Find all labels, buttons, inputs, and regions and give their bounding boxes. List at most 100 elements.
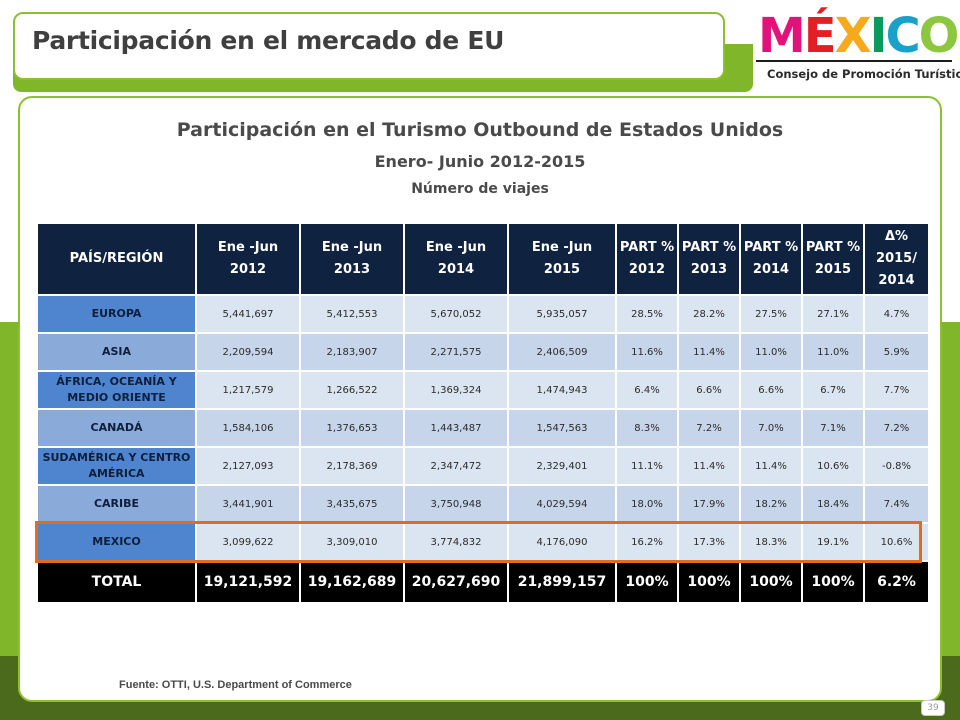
logo-letter: C: [885, 8, 920, 64]
table-cell: 10.6%: [865, 524, 928, 560]
logo-letter: M: [758, 8, 806, 64]
table-cell: 5.9%: [865, 334, 928, 370]
column-header-line: Ene -Jun: [321, 240, 383, 255]
row-label: MEXICO: [38, 524, 195, 560]
total-cell: 100%: [617, 562, 677, 602]
table-cell: 3,441,901: [197, 486, 299, 522]
table-cell: 17.9%: [679, 486, 739, 522]
table-period: Enero- Junio 2012-2015: [374, 152, 586, 171]
row-label-line: ASIA: [101, 345, 132, 358]
source-note: Fuente: OTTI, U.S. Department of Commerc…: [119, 679, 352, 691]
column-header: Ene -Jun 2012: [197, 224, 299, 294]
table-cell: 8.3%: [617, 410, 677, 446]
table-cell: 5,935,057: [509, 296, 615, 332]
table-cell: 5,441,697: [197, 296, 299, 332]
row-label-line: ÁFRICA, OCEANÍA Y: [56, 375, 177, 388]
total-cell: 100%: [803, 562, 863, 602]
logo-letter: I: [869, 8, 888, 64]
logo-letter: O: [918, 8, 960, 64]
column-header: PART % 2015: [803, 224, 863, 294]
table-cell: 28.2%: [679, 296, 739, 332]
row-label: ASIA: [38, 334, 195, 370]
table-cell: 11.0%: [741, 334, 801, 370]
row-label-line: MEXICO: [92, 535, 141, 548]
table-cell: 11.4%: [679, 334, 739, 370]
table-cell: 11.4%: [741, 448, 801, 484]
column-header-line: 2015: [814, 262, 852, 277]
table-header-row: PAÍS/REGIÓN Ene -Jun 2012 Ene -Jun 2013 Ene -…: [38, 224, 928, 294]
column-header: PART % 2014: [741, 224, 801, 294]
table-cell: 2,347,472: [405, 448, 507, 484]
column-header-line: 2013: [333, 262, 371, 277]
table-cell: 1,584,106: [197, 410, 299, 446]
table-row: MEXICO 3,099,622 3,309,010 3,774,832 4,176,0…: [38, 524, 928, 560]
total-cell: 6.2%: [865, 562, 928, 602]
column-header-line: PART %: [743, 240, 799, 255]
row-label: ÁFRICA, OCEANÍA Y MEDIO ORIENTE: [38, 372, 195, 408]
table-cell: 11.0%: [803, 334, 863, 370]
row-label: SUDAMÉRICA Y CENTRO AMÉRICA: [38, 448, 195, 484]
table-cell: 10.6%: [803, 448, 863, 484]
table-cell: 1,266,522: [301, 372, 403, 408]
table-cell: 18.4%: [803, 486, 863, 522]
column-header-line: PART %: [805, 240, 861, 255]
row-label-line: MEDIO ORIENTE: [67, 391, 166, 404]
mexico-logo: MÉXICO: [758, 8, 960, 64]
column-header: Ene -Jun 2015: [509, 224, 615, 294]
table-cell: 3,435,675: [301, 486, 403, 522]
logo-subtitle: Consejo de Promoción Turística: [767, 67, 960, 81]
column-header-line: Ene -Jun: [217, 240, 279, 255]
table-cell: 16.2%: [617, 524, 677, 560]
table-cell: 3,750,948: [405, 486, 507, 522]
column-header-line: 2012: [229, 262, 267, 277]
total-cell: 100%: [679, 562, 739, 602]
table-cell: 18.0%: [617, 486, 677, 522]
total-cell: 19,121,592: [197, 562, 299, 602]
row-label-line: EUROPA: [91, 307, 142, 320]
table-cell: -0.8%: [865, 448, 928, 484]
column-header-line: PAÍS/REGIÓN: [69, 251, 164, 266]
column-header-line: PART %: [619, 240, 675, 255]
table-cell: 5,412,553: [301, 296, 403, 332]
table-cell: 28.5%: [617, 296, 677, 332]
table-row: ASIA 2,209,594 2,183,907 2,271,575 2,406,509…: [38, 334, 928, 370]
table-cell: 4,029,594: [509, 486, 615, 522]
table-cell: 1,474,943: [509, 372, 615, 408]
table-cell: 2,209,594: [197, 334, 299, 370]
table-row: ÁFRICA, OCEANÍA Y MEDIO ORIENTE 1,217,579 1…: [38, 372, 928, 408]
table-cell: 18.3%: [741, 524, 801, 560]
table-unit: Número de viajes: [411, 181, 549, 197]
table-cell: 17.3%: [679, 524, 739, 560]
row-label-line: AMÉRICA: [88, 467, 145, 480]
column-header: PAÍS/REGIÓN: [38, 224, 195, 294]
column-header-line: Ene -Jun: [425, 240, 487, 255]
table-cell: 7.2%: [679, 410, 739, 446]
table-cell: 3,099,622: [197, 524, 299, 560]
table-cell: 3,774,832: [405, 524, 507, 560]
table-cell: 2,127,093: [197, 448, 299, 484]
row-label: EUROPA: [38, 296, 195, 332]
table-cell: 2,329,401: [509, 448, 615, 484]
column-header-line: 2015/: [876, 251, 917, 266]
column-header-line: 2015: [543, 262, 581, 277]
table-row: CANADÁ 1,584,106 1,376,653 1,443,487 1,547,5…: [38, 410, 928, 446]
page-number: 39: [921, 700, 945, 716]
table-row: CARIBE 3,441,901 3,435,675 3,750,948 4,029,5…: [38, 486, 928, 522]
table-cell: 6.4%: [617, 372, 677, 408]
table-title: Participación en el Turismo Outbound de …: [176, 119, 784, 141]
column-header: Ene -Jun 2014: [405, 224, 507, 294]
row-label: CARIBE: [38, 486, 195, 522]
row-label: CANADÁ: [38, 410, 195, 446]
table-cell: 11.1%: [617, 448, 677, 484]
table-cell: 18.2%: [741, 486, 801, 522]
column-header: PART % 2013: [679, 224, 739, 294]
column-header-line: 2014: [437, 262, 475, 277]
column-header-line: 2013: [690, 262, 728, 277]
column-header-line: 2012: [628, 262, 666, 277]
table-cell: 11.6%: [617, 334, 677, 370]
table-cell: 4,176,090: [509, 524, 615, 560]
column-header-line: 2014: [752, 262, 790, 277]
column-header-line: 2014: [878, 273, 915, 288]
table-cell: 6.7%: [803, 372, 863, 408]
total-cell: 19,162,689: [301, 562, 403, 602]
